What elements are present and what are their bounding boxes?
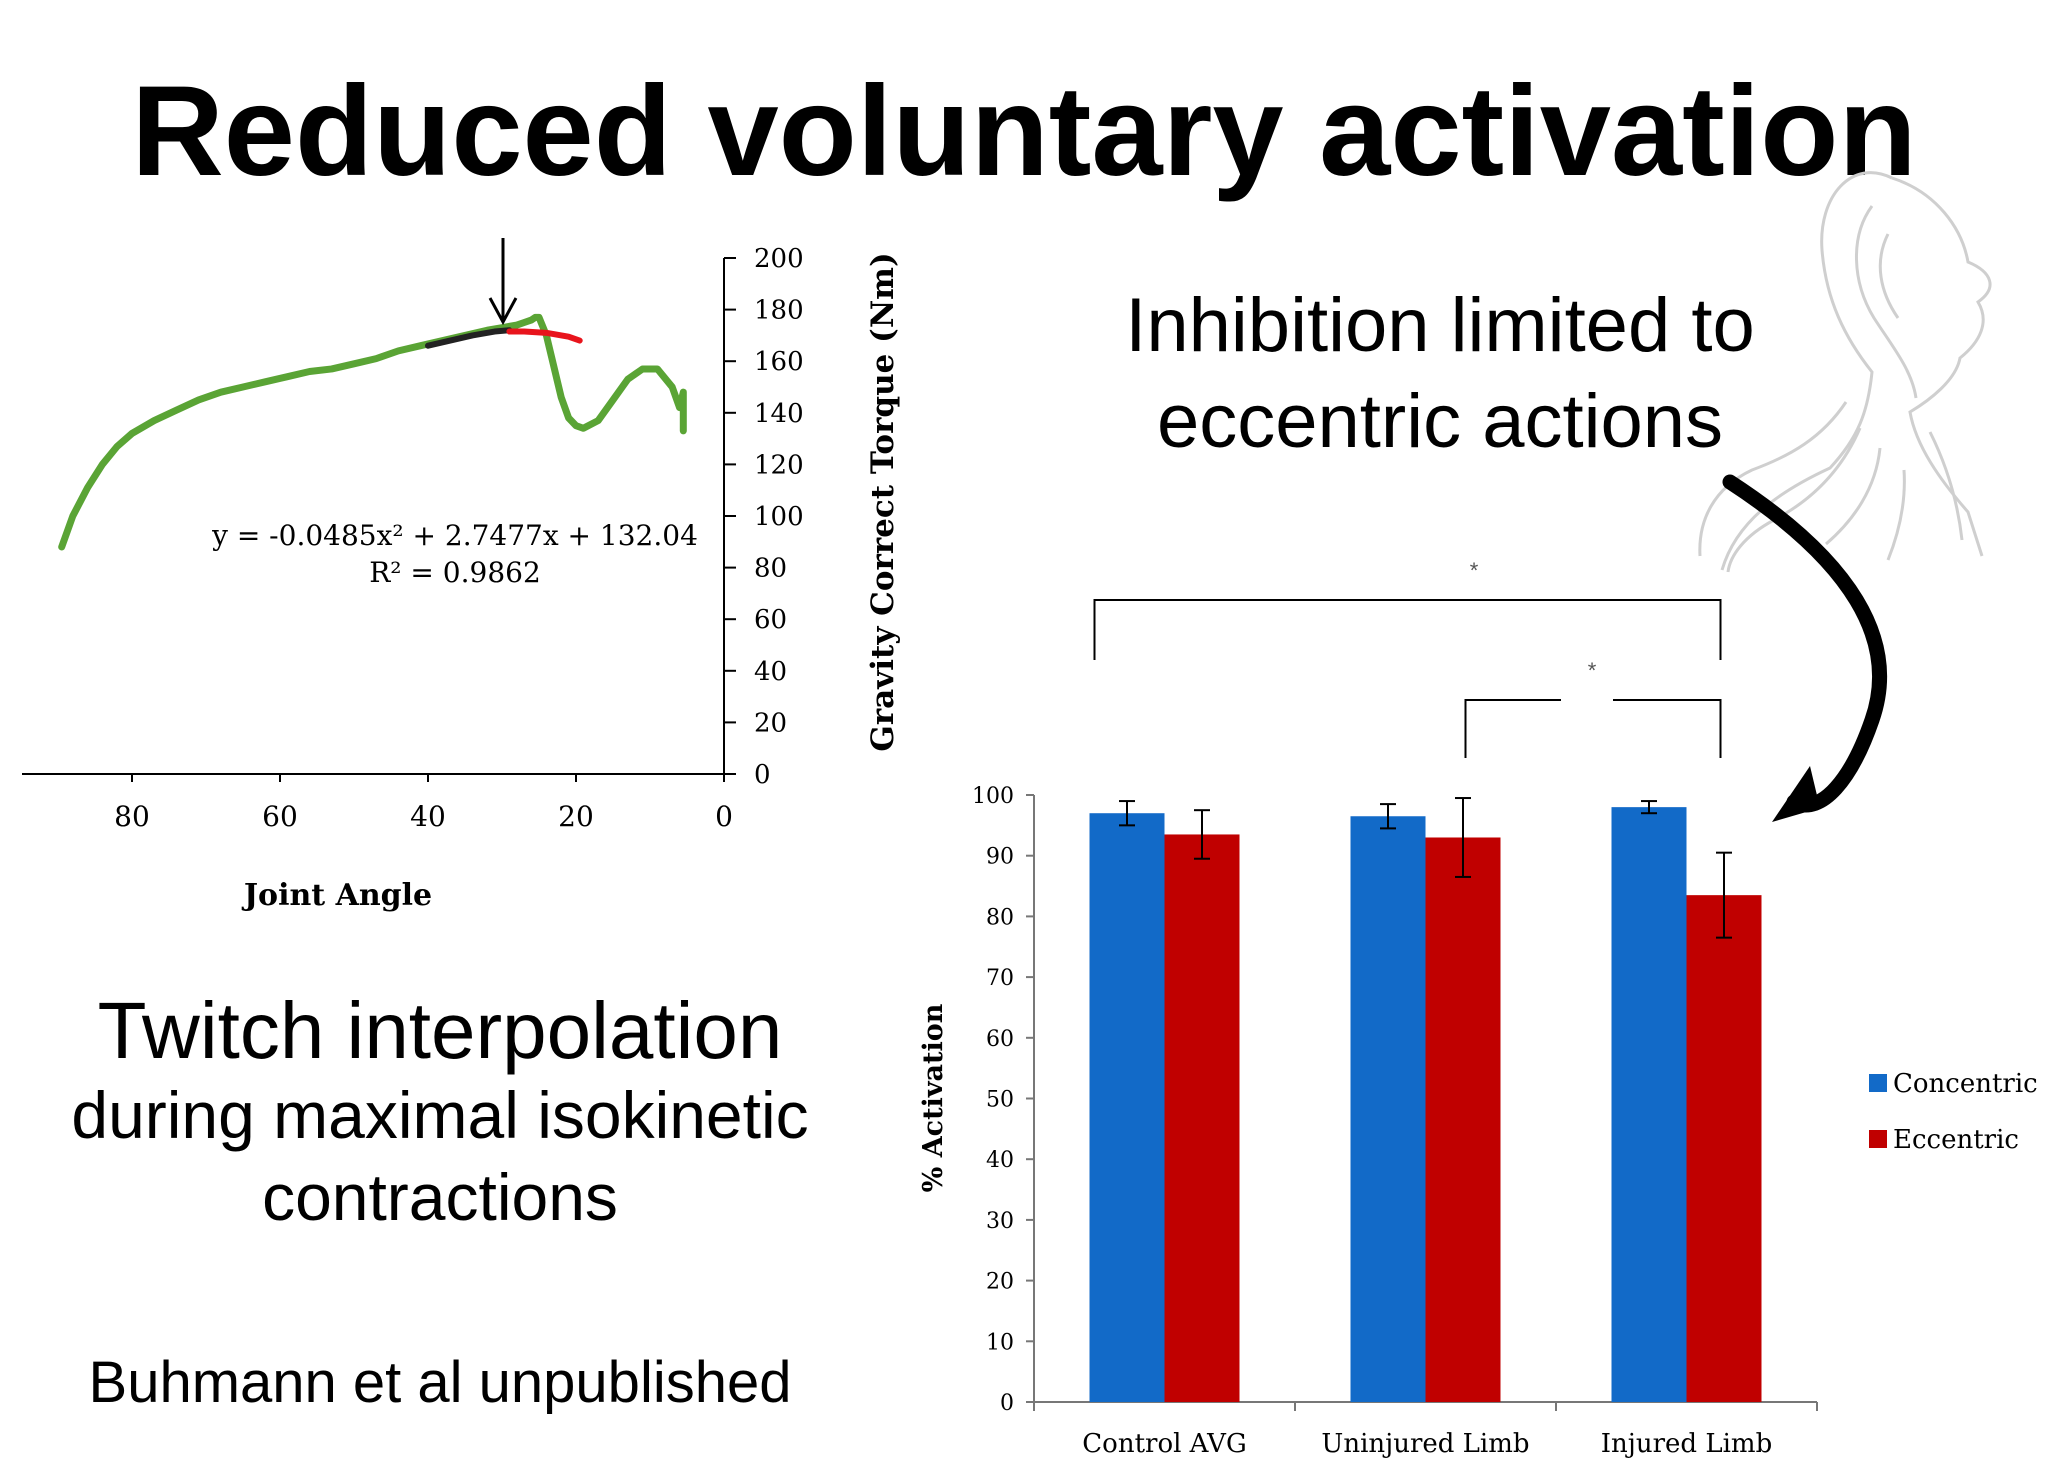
eccentric-bar: [1164, 834, 1240, 1402]
x-tick-label: 20: [558, 800, 594, 833]
significance-label: *: [1588, 658, 1597, 683]
fit-curve: [425, 327, 513, 349]
down-arrow-icon: [488, 238, 518, 326]
y-tick-label: 160: [754, 347, 804, 377]
y-tick-label: 30: [986, 1209, 1014, 1234]
significance-bracket: [1464, 699, 1561, 758]
twitch-line-1: Twitch interpolation: [97, 986, 783, 1075]
regression-equation: y = -0.0485x² + 2.7477x + 132.04: [211, 519, 698, 552]
y-tick-label: 100: [972, 784, 1014, 809]
y-tick-label: 120: [754, 450, 804, 480]
significance-bracket: [1613, 699, 1722, 758]
y-tick-label: 20: [986, 1270, 1014, 1295]
y-tick-label: 80: [754, 554, 787, 584]
y-tick-label: 140: [754, 399, 804, 429]
x-tick-label: 80: [114, 800, 150, 833]
y-axis-title: % Activation: [918, 1003, 949, 1192]
y-tick-label: 10: [986, 1330, 1014, 1355]
y-tick-label: 60: [986, 1027, 1014, 1052]
concentric-bar: [1089, 813, 1165, 1402]
y-tick-label: 60: [754, 605, 787, 635]
y-tick-label: 20: [754, 708, 787, 738]
x-tick-label: 40: [410, 800, 446, 833]
y-tick-label: 0: [1000, 1391, 1014, 1416]
category-label: Injured Limb: [1601, 1429, 1772, 1459]
extrapolation-curve: [506, 328, 583, 344]
y-tick-label: 200: [754, 244, 804, 274]
x-tick-label: 0: [715, 800, 733, 833]
concentric-bar: [1611, 807, 1687, 1402]
y-tick-label: 90: [986, 845, 1014, 870]
y-axis-title: Gravity Correct Torque (Nm): [865, 252, 901, 751]
inhibition-line-2: eccentric actions: [1156, 379, 1724, 464]
x-axis-title: Joint Angle: [241, 878, 432, 913]
inhibition-line-1: Inhibition limited to: [1125, 283, 1755, 368]
x-tick-label: 60: [262, 800, 298, 833]
twitch-line-3: contractions: [262, 1160, 618, 1234]
legend-swatch: [1869, 1130, 1887, 1148]
legend-swatch: [1869, 1074, 1887, 1092]
significance-label: *: [1470, 558, 1479, 583]
y-tick-label: 70: [986, 966, 1014, 991]
y-tick-label: 40: [986, 1148, 1014, 1173]
category-label: Control AVG: [1082, 1429, 1246, 1459]
slide-title: Reduced voluntary activation: [131, 60, 1917, 203]
y-tick-label: 80: [986, 905, 1014, 930]
credit-text: Buhmann et al unpublished: [88, 1350, 792, 1415]
concentric-bar: [1350, 816, 1426, 1402]
eccentric-bar: [1686, 895, 1762, 1402]
legend-label: Eccentric: [1893, 1125, 2019, 1155]
eccentric-bar: [1425, 837, 1501, 1402]
y-tick-label: 180: [754, 296, 804, 326]
twitch-interpolation-text: Twitch interpolation during maximal isok…: [20, 988, 860, 1238]
r-squared: R² = 0.9862: [369, 556, 541, 589]
significance-bracket: [1093, 599, 1722, 660]
twitch-line-2: during maximal isokinetic: [71, 1078, 809, 1152]
category-label: Uninjured Limb: [1321, 1429, 1529, 1459]
y-tick-label: 100: [754, 502, 804, 532]
inhibition-text: Inhibition limited to eccentric actions: [1060, 278, 1820, 470]
y-tick-label: 50: [986, 1088, 1014, 1113]
y-tick-label: 40: [754, 657, 787, 687]
legend-label: Concentric: [1893, 1069, 2038, 1099]
y-tick-label: 0: [754, 760, 771, 790]
